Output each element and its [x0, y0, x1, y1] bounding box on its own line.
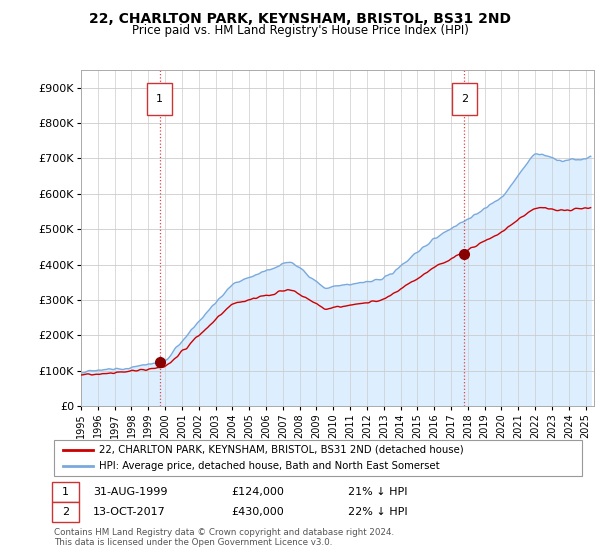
Text: 1: 1 [156, 95, 163, 104]
Text: 31-AUG-1999: 31-AUG-1999 [93, 487, 167, 497]
Text: 2: 2 [62, 507, 69, 517]
Text: Contains HM Land Registry data © Crown copyright and database right 2024.
This d: Contains HM Land Registry data © Crown c… [54, 528, 394, 548]
FancyBboxPatch shape [147, 83, 172, 115]
Text: 2: 2 [461, 95, 468, 104]
Text: HPI: Average price, detached house, Bath and North East Somerset: HPI: Average price, detached house, Bath… [99, 461, 440, 471]
Text: 22, CHARLTON PARK, KEYNSHAM, BRISTOL, BS31 2ND: 22, CHARLTON PARK, KEYNSHAM, BRISTOL, BS… [89, 12, 511, 26]
Text: 22, CHARLTON PARK, KEYNSHAM, BRISTOL, BS31 2ND (detached house): 22, CHARLTON PARK, KEYNSHAM, BRISTOL, BS… [99, 445, 464, 455]
Text: 22% ↓ HPI: 22% ↓ HPI [348, 507, 407, 517]
Text: 13-OCT-2017: 13-OCT-2017 [93, 507, 166, 517]
FancyBboxPatch shape [452, 83, 476, 115]
Text: 1: 1 [62, 487, 69, 497]
Text: Price paid vs. HM Land Registry's House Price Index (HPI): Price paid vs. HM Land Registry's House … [131, 24, 469, 37]
Text: £124,000: £124,000 [231, 487, 284, 497]
Text: 21% ↓ HPI: 21% ↓ HPI [348, 487, 407, 497]
Text: £430,000: £430,000 [231, 507, 284, 517]
